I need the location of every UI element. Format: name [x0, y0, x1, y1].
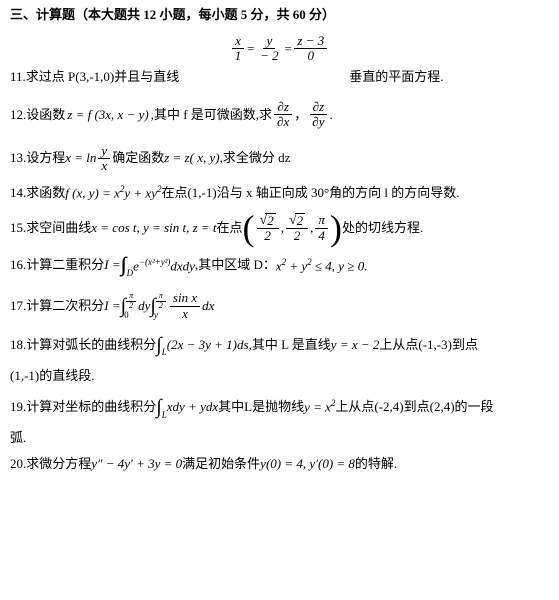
problem-text: 弧.	[10, 430, 26, 445]
frac-den: 0	[305, 49, 318, 63]
integrand: e−(x²+y²)dxdy	[133, 256, 195, 276]
problem-18: 18. 计算对弧长的曲线积分 ∫ L (2x − 3y + 1)ds ,其中 L…	[10, 331, 549, 385]
problem-17: 17. 计算二次积分 I = ∫ π20 dy ∫ π2y sin xx dx	[10, 291, 549, 321]
equation: y(0) = 4, y′(0) = 8	[260, 455, 355, 473]
problem-number: 18.	[10, 336, 26, 354]
problem-text: 垂直的平面方程.	[349, 68, 443, 86]
problem-text: ,其中 L 是直线	[249, 336, 331, 354]
section-title: 三、计算题（本大题共 12 小题，每小题 5 分，共 60 分）	[10, 6, 549, 24]
problem-text: 求函数	[26, 184, 65, 202]
lower-bound: 0	[124, 311, 138, 320]
problem-14: 14. 求函数 f (x, y) = x2y + xy2 在点(1,-1)沿与 …	[10, 183, 549, 203]
problem-13: 13. 设方程 x = ln yx 确定函数 z = z( x, y) ,求全微…	[10, 144, 549, 174]
equation: z = z( x, y)	[164, 149, 219, 167]
paren-left: (	[243, 214, 255, 243]
frac-num: x	[232, 34, 244, 49]
problem-text: 在点(1,-1)沿与 x 轴正向成 30°角的方向 l 的方向导数.	[161, 184, 459, 202]
equation: x = ln	[65, 149, 96, 167]
integral-path: L	[162, 409, 167, 422]
equation: x = cos t, y = sin t, z = t	[91, 219, 216, 237]
frac-den: 1	[232, 49, 245, 63]
problem-text: .	[329, 106, 332, 124]
equation: y″ − 4y′ + 3y = 0	[91, 455, 182, 473]
problem-number: 12.	[10, 106, 26, 124]
frac-num: √2	[257, 213, 279, 229]
frac-num: √2	[286, 213, 308, 229]
problem-text: 求过点 P(3,-1,0)并且与直线	[26, 68, 179, 86]
paren-right: )	[330, 214, 342, 243]
integrand: xdy + ydx	[167, 398, 218, 416]
frac-num: y	[98, 144, 110, 159]
equation-left: I =	[104, 297, 120, 315]
problem-text: 确定函数	[112, 149, 164, 167]
equation: z = f (3x, x − y)	[67, 106, 148, 124]
dy: dy	[138, 297, 150, 315]
problem-text: 的特解.	[355, 455, 397, 473]
problem-text: ,其中 f 是可微函数,求	[151, 106, 272, 124]
frac-den: − 2	[257, 49, 282, 63]
comma: ,	[310, 219, 313, 237]
problem-number: 19.	[10, 398, 26, 416]
integral-domain: D	[127, 267, 134, 280]
problem-text: 计算对坐标的曲线积分	[26, 398, 156, 416]
problem-text: 设函数	[26, 106, 65, 124]
integral-path: L	[162, 346, 167, 359]
problem-number: 13.	[10, 149, 26, 167]
frac-den: 2	[291, 229, 304, 243]
equation-left: I =	[104, 256, 120, 274]
partial-den: ∂x	[274, 115, 292, 129]
integrand: (2x − 3y + 1)ds	[167, 336, 249, 354]
frac-num: π	[315, 213, 328, 228]
problem-number: 11.	[10, 68, 26, 86]
problem-text: 设方程	[26, 149, 65, 167]
comma: ,	[281, 219, 284, 237]
problem-text: ,其中区域 D：	[195, 256, 276, 274]
problem-text: 求微分方程	[26, 455, 91, 473]
problem-11: x1 = y− 2 = z − 30 11. 求过点 P(3,-1,0)并且与直…	[10, 34, 549, 86]
dx: dx	[202, 297, 214, 315]
frac-den: x	[179, 307, 191, 321]
problem-text: ,求全微分 dz	[220, 149, 291, 167]
problem-text: 计算二重积分	[26, 256, 104, 274]
problem-number: 14.	[10, 184, 26, 202]
problem-text: 计算对弧长的曲线积分	[26, 336, 156, 354]
problem-number: 15.	[10, 219, 26, 237]
lower-bound: y	[154, 311, 168, 320]
partial-num: ∂z	[310, 100, 327, 115]
equation: y = x − 2	[331, 336, 380, 354]
problem-number: 16.	[10, 256, 26, 274]
frac-den: x	[98, 159, 110, 173]
problem-text: 上从点(-1,-3)到点	[379, 336, 478, 354]
problem-text: (1,-1)的直线段.	[10, 368, 95, 383]
problem-12: 12. 设函数 z = f (3x, x − y) ,其中 f 是可微函数,求 …	[10, 100, 549, 130]
problem-text: 其中L是抛物线	[218, 398, 304, 416]
problem-20: 20. 求微分方程 y″ − 4y′ + 3y = 0 满足初始条件 y(0) …	[10, 455, 549, 473]
frac-den: 2	[261, 229, 274, 243]
problem-15: 15. 求空间曲线 x = cos t, y = sin t, z = t 在点…	[10, 213, 549, 244]
problem-text: 求空间曲线	[26, 219, 91, 237]
problem-text: 处的切线方程.	[342, 219, 423, 237]
frac-den: 4	[315, 229, 328, 243]
partial-num: ∂z	[274, 100, 291, 115]
comma: ，	[294, 106, 307, 124]
equation: y = x2	[304, 397, 335, 417]
equation: x2 + y2 ≤ 4, y ≥ 0.	[276, 256, 368, 276]
frac-num: z − 3	[294, 34, 327, 49]
frac-num: y	[263, 34, 275, 49]
problem-text: 上从点(-2,4)到点(2,4)的一段	[335, 398, 493, 416]
double-integral-icon: ∫∫	[121, 251, 122, 279]
partial-den: ∂y	[309, 115, 327, 129]
eq-sign: =	[284, 40, 293, 58]
problem-number: 17.	[10, 297, 26, 315]
problem-text: 在点	[217, 219, 243, 237]
problem-number: 20.	[10, 455, 26, 473]
problem-16: 16. 计算二重积分 I = ∫∫ D e−(x²+y²)dxdy ,其中区域 …	[10, 251, 549, 279]
problem-text: 计算二次积分	[26, 297, 104, 315]
problem-19: 19. 计算对坐标的曲线积分 ∫ L xdy + ydx 其中L是抛物线 y =…	[10, 393, 549, 447]
frac-num: sin x	[170, 291, 200, 306]
equation: f (x, y) = x2y + xy2	[65, 183, 161, 203]
problem-text: 满足初始条件	[182, 455, 260, 473]
eq-sign: =	[246, 40, 255, 58]
